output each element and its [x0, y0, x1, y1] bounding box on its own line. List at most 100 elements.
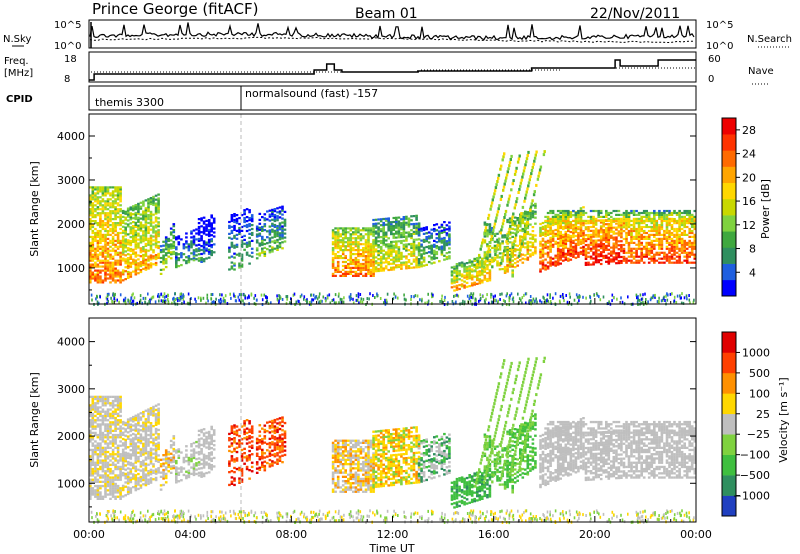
power-cell	[627, 255, 631, 258]
power-cell	[121, 279, 125, 282]
power-cell	[255, 235, 259, 238]
power-cell	[144, 236, 148, 240]
power-cell	[230, 231, 234, 234]
power-cell	[144, 252, 148, 255]
power-cell	[197, 233, 201, 236]
power-cell	[682, 301, 685, 305]
power-cell	[96, 186, 100, 189]
power-cell	[427, 292, 429, 296]
power-cell	[281, 231, 284, 234]
power-cell	[106, 233, 110, 236]
power-cell	[415, 214, 418, 217]
power-cell	[210, 240, 213, 243]
power-cell	[522, 169, 526, 173]
power-cell	[531, 210, 535, 213]
power-cell	[187, 255, 191, 258]
power-cell	[551, 261, 555, 264]
power-cell	[349, 245, 353, 248]
velocity-cell	[104, 455, 107, 458]
power-cell	[521, 257, 525, 260]
velocity-cell	[96, 457, 100, 460]
power-cell	[556, 229, 560, 233]
power-cell	[642, 253, 646, 256]
power-cell	[240, 263, 244, 266]
power-cell	[473, 265, 476, 268]
power-cell	[587, 245, 590, 248]
power-cell	[635, 235, 638, 238]
power-cell	[551, 211, 555, 215]
power-cell	[478, 270, 482, 273]
power-cell	[119, 271, 122, 274]
power-cell	[154, 208, 158, 211]
power-cell	[157, 193, 160, 196]
power-cell	[678, 213, 681, 216]
power-cell	[324, 299, 327, 303]
power-cell	[387, 223, 390, 226]
power-cell	[104, 233, 107, 236]
power-cell	[172, 234, 176, 238]
power-cell	[420, 265, 423, 268]
power-cell	[468, 275, 471, 278]
power-cell	[137, 244, 140, 247]
power-cell	[114, 214, 117, 217]
power-cell	[91, 275, 95, 278]
power-cell	[470, 270, 474, 273]
power-cell	[665, 219, 669, 222]
power-cell	[519, 239, 522, 242]
power-cell	[530, 169, 534, 172]
power-cell	[202, 242, 206, 245]
power-cell	[478, 282, 482, 285]
power-cell	[190, 252, 193, 255]
power-cell	[132, 299, 135, 303]
power-cell	[599, 253, 603, 256]
power-cell	[688, 235, 691, 238]
power-cell	[405, 298, 407, 302]
power-cell	[243, 217, 246, 220]
power-cell	[331, 231, 335, 234]
power-cell	[632, 235, 636, 238]
power-cell	[109, 271, 112, 274]
power-cell	[572, 235, 575, 239]
power-cell	[344, 229, 347, 232]
power-cell	[625, 241, 628, 244]
power-cell	[152, 225, 155, 228]
power-cell	[137, 212, 140, 215]
power-cell	[615, 222, 618, 225]
power-cell	[507, 200, 510, 204]
power-cell	[157, 199, 160, 202]
power-cell	[635, 213, 638, 216]
power-cell	[407, 265, 411, 268]
power-cell	[250, 233, 254, 236]
power-cell	[438, 232, 441, 235]
power-cell	[417, 222, 421, 225]
power-cell	[339, 245, 342, 248]
power-cell	[576, 301, 579, 305]
power-cell	[273, 231, 277, 234]
power-cell	[521, 301, 523, 305]
power-cell	[116, 204, 120, 207]
power-cell	[101, 220, 105, 223]
velocity-cell	[101, 408, 105, 411]
power-cell	[344, 231, 347, 234]
power-cell	[374, 250, 378, 253]
power-cell	[382, 225, 385, 228]
power-cell	[506, 220, 509, 224]
power-cell	[255, 239, 259, 242]
power-cell	[632, 217, 636, 220]
power-cell	[564, 219, 568, 222]
power-cell	[331, 260, 335, 264]
power-cell	[670, 231, 674, 235]
velocity-cell	[91, 414, 95, 418]
power-cell	[579, 229, 583, 232]
power-cell	[276, 211, 279, 214]
power-cell	[616, 297, 618, 301]
power-cell	[119, 261, 122, 264]
power-cell	[521, 214, 525, 217]
power-cell	[154, 242, 158, 245]
power-cell	[261, 216, 264, 219]
power-cell	[101, 227, 105, 231]
power-cell	[339, 239, 342, 242]
power-cell	[592, 239, 595, 242]
power-cell	[488, 263, 492, 266]
velocity-cell	[94, 448, 97, 452]
